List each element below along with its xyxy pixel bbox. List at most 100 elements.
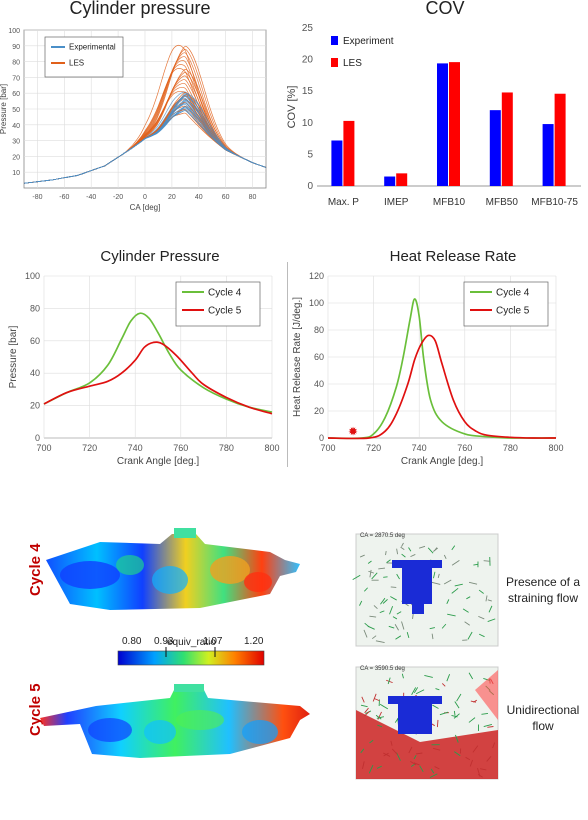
y-tick-label: 30 [12,139,20,146]
x-tick-label: 760 [457,443,472,453]
y-tick-label: 40 [30,368,40,378]
x-tick-label: 60 [222,194,230,201]
x-tick-label: 740 [128,443,143,453]
note-unidirectional-flow: Unidirectional flow [500,702,586,734]
series-line-cycle-4 [44,313,272,412]
x-tick-label: -40 [86,194,96,201]
y-tick-label: 40 [314,379,324,389]
x-tick-label: 700 [36,443,51,453]
note-straining-flow: Presence of a straining flow [500,574,586,606]
y-tick-label: 0 [307,181,313,192]
x-tick-label: MFB50 [486,197,519,208]
y-tick-label: 10 [12,170,20,177]
cycle4-field [46,528,300,610]
legend-label: Cycle 4 [496,287,530,298]
x-tick-label: -20 [113,194,123,201]
ca-readout-top: CA = 2870.5 deg [360,533,405,539]
x-tick-label: 780 [219,443,234,453]
x-tick-label: 760 [173,443,188,453]
x-axis-label: Crank Angle [deg.] [117,456,199,467]
y-tick-label: 0 [319,433,324,443]
y-tick-label: 60 [12,91,20,98]
y-axis-label: Pressure [bar] [0,84,8,134]
y-axis-label: Pressure [bar] [8,325,19,388]
velocity-arrow [437,720,438,727]
x-tick-label: 700 [320,443,335,453]
x-tick-label: 0 [143,194,147,201]
x-tick-label: 740 [412,443,427,453]
y-tick-label: 40 [12,123,20,130]
y-tick-label: 20 [302,55,314,66]
series-line-cycle-5 [328,335,556,438]
legend-label: LES [343,58,362,69]
x-tick-label: -60 [59,194,69,201]
y-tick-label: 100 [25,271,40,281]
x-tick-label: 800 [548,443,563,453]
ca-readout-bottom: CA = 3590.5 deg [360,666,405,672]
x-tick-label: 780 [503,443,518,453]
y-tick-label: 100 [309,298,324,308]
y-tick-label: 50 [12,107,20,114]
x-tick-label: MFB10-75 [531,197,578,208]
cfd-visualization [0,520,588,820]
bar-experiment [437,63,448,186]
spark-marker: ✹ [348,424,358,438]
y-tick-label: 90 [12,44,20,51]
velocity-field-top [353,534,498,646]
y-axis-label: COV [%] [286,86,298,129]
legend-label: Cycle 5 [496,305,530,316]
legend-label: Experimental [69,43,116,52]
x-tick-label: 40 [195,194,203,201]
y-tick-label: 60 [30,336,40,346]
velocity-field-bottom [356,667,498,779]
y-tick-label: 10 [302,118,314,129]
y-tick-label: 0 [35,433,40,443]
y-tick-label: 5 [307,149,313,160]
x-axis-label: CA [deg] [130,203,161,212]
bar-experiment [490,110,501,186]
x-tick-label: -80 [32,194,42,201]
y-tick-label: 80 [314,325,324,335]
y-tick-label: 70 [12,75,20,82]
x-tick-label: IMEP [384,197,409,208]
y-tick-label: 80 [30,303,40,313]
legend-label: Cycle 5 [208,305,242,316]
legend-label: LES [69,59,84,68]
y-tick-label: 120 [309,271,324,281]
y-tick-label: 20 [12,154,20,161]
series-line-cycle-5 [44,342,272,414]
x-tick-label: MFB10 [433,197,466,208]
x-tick-label: 720 [82,443,97,453]
x-tick-label: 80 [249,194,257,201]
colorbar-tick: 1.07 [203,636,222,647]
colorbar-tick: 0.80 [122,636,141,647]
y-tick-label: 15 [302,86,314,97]
y-tick-label: 20 [30,401,40,411]
bar-experiment [331,140,342,186]
y-tick-label: 25 [302,23,314,34]
x-axis-label: Crank Angle [deg.] [401,456,483,467]
y-tick-label: 20 [314,406,324,416]
velocity-arrow [386,551,387,555]
y-tick-label: 80 [12,60,20,67]
x-tick-label: Max. P [328,197,359,208]
x-tick-label: 800 [264,443,279,453]
cov-chart: 0 5 10 15 20 25 COV [%] Max. P IMEP MFB10 MFB50 MFB… [285,0,588,220]
bar-les [502,92,513,186]
bar-les [396,173,407,186]
bar-les [449,62,460,186]
bar-les [343,121,354,186]
bar-experiment [384,177,395,186]
legend-label: Cycle 4 [208,287,242,298]
cycle5-field [40,684,310,758]
bar-les [555,94,566,186]
y-tick-label: 100 [8,28,20,35]
x-tick-label: 720 [366,443,381,453]
y-axis-label: Heat Release Rate [J/deg.] [292,297,303,417]
